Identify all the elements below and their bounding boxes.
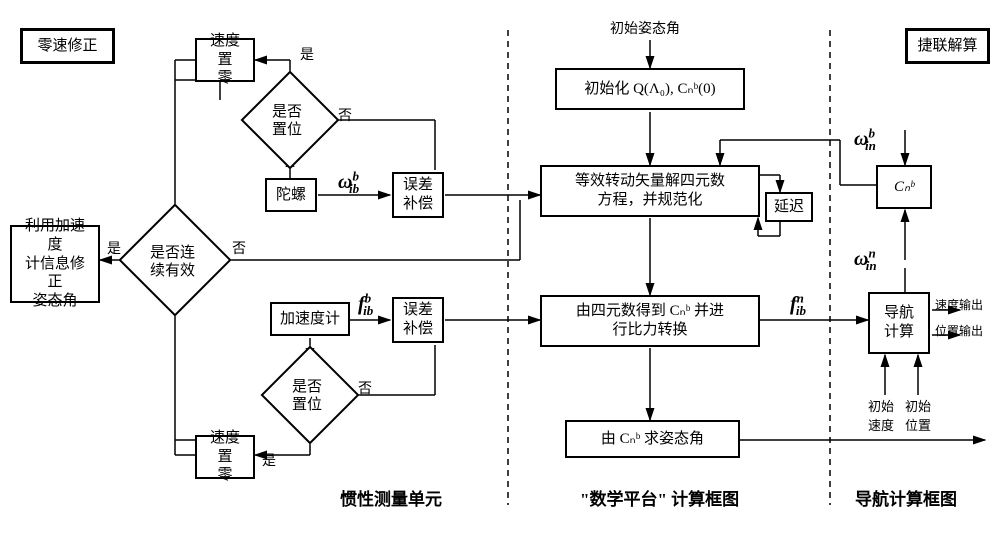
title-strapdown: 捷联解算 (905, 28, 990, 64)
accel-correct-text: 利用加速度 计信息修正 姿态角 (18, 217, 92, 311)
omega-in-b-label: ωbin (854, 125, 876, 154)
gyro-text: 陀螺 (276, 186, 306, 205)
f-ib-n-label: fnib (790, 290, 806, 319)
delay-box: 延迟 (765, 192, 813, 222)
title-left-text: 零速修正 (37, 37, 97, 56)
error-comp-bot-box: 误差 补偿 (392, 297, 444, 343)
yes-label-3: 是 (262, 450, 276, 470)
err-comp-bot-text: 误差 补偿 (403, 301, 433, 339)
delay-text: 延迟 (774, 198, 804, 217)
f-ib-b-label: fbib (358, 290, 373, 319)
speed-zero-top-box: 速度置 零 (195, 38, 255, 82)
title-zero-speed: 零速修正 (20, 28, 115, 64)
pos-out-label: 位置输出 (935, 322, 983, 339)
speed-zero-bot-text: 速度置 零 (203, 429, 247, 485)
accel-correct-attitude-box: 利用加速度 计信息修正 姿态角 (10, 225, 100, 303)
accel-text: 加速度计 (280, 310, 340, 329)
quat-eq-box: 等效转动矢量解四元数 方程，并规范化 (540, 165, 760, 217)
cn-convert-text: 由四元数得到 Cₙᵇ 并进 行比力转换 (576, 302, 724, 340)
speed-out-label: 速度输出 (935, 296, 983, 313)
is-inplace-bot-diamond (261, 346, 360, 445)
init-q-text: 初始化 Q(Λ₀), Cₙᵇ(0) (584, 80, 715, 99)
section-math-label: "数学平台" 计算框图 (580, 485, 739, 510)
cn-convert-box: 由四元数得到 Cₙᵇ 并进 行比力转换 (540, 295, 760, 347)
accelerometer-box: 加速度计 (270, 302, 350, 336)
section-nav-label: 导航计算框图 (855, 485, 957, 510)
no-label-1: 否 (232, 238, 246, 258)
omega-in-n-html: ωnin (854, 248, 877, 270)
attitude-box: 由 Cₙᵇ 求姿态角 (565, 420, 740, 458)
is-cont-valid-diamond (118, 203, 231, 316)
no-label-2: 否 (338, 105, 352, 125)
nav-calc-text: 导航 计算 (884, 304, 914, 342)
error-comp-top-box: 误差 补偿 (392, 172, 444, 218)
cnb-box: Cₙᵇ (876, 165, 932, 209)
title-right-text: 捷联解算 (917, 37, 977, 56)
init-speed-label: 初始 速度 (868, 396, 894, 434)
is-inplace-top-diamond (241, 71, 340, 170)
yes-label-2: 是 (300, 44, 314, 64)
nav-calc-box: 导航 计算 (868, 292, 930, 354)
section-imu-label: 惯性测量单元 (340, 485, 442, 510)
speed-zero-top-text: 速度置 零 (203, 32, 247, 88)
no-label-3: 否 (358, 378, 372, 398)
omega-in-b-html: ωbin (854, 128, 876, 150)
quat-eq-text: 等效转动矢量解四元数 方程，并规范化 (575, 172, 725, 210)
init-q-box: 初始化 Q(Λ₀), Cₙᵇ(0) (555, 68, 745, 110)
omega-in-n-label: ωnin (854, 245, 877, 274)
initial-attitude-label: 初始姿态角 (610, 18, 680, 38)
yes-label-1: 是 (107, 238, 121, 258)
omega-ib-b-label: ωbib (338, 168, 359, 197)
err-comp-top-text: 误差 补偿 (403, 176, 433, 214)
attitude-text: 由 Cₙᵇ 求姿态角 (601, 430, 704, 449)
cnb-text: Cₙᵇ (894, 178, 914, 197)
omega-ib-b-html: ωbib (338, 171, 359, 193)
f-ib-n-html: fnib (790, 293, 806, 315)
speed-zero-bot-box: 速度置 零 (195, 435, 255, 479)
f-ib-b-html: fbib (358, 293, 373, 315)
init-pos-label: 初始 位置 (905, 396, 931, 434)
gyro-box: 陀螺 (265, 178, 317, 212)
